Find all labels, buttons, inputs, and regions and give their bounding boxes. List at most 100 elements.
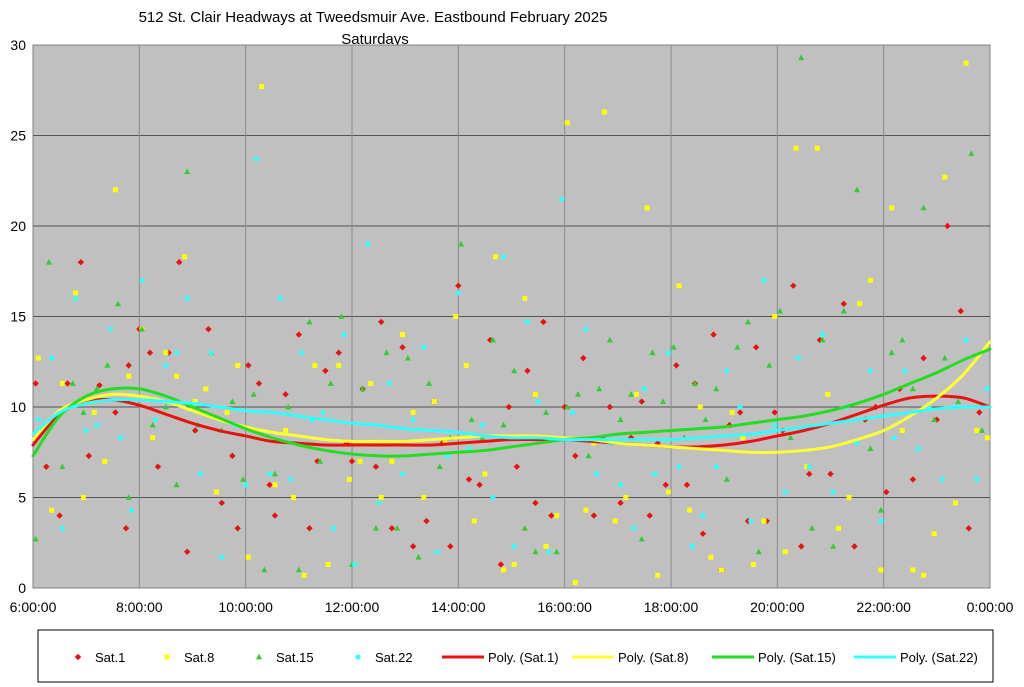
data-point (447, 543, 454, 550)
data-point (583, 326, 589, 332)
data-point (633, 391, 639, 397)
data-point (846, 495, 852, 500)
data-point (404, 354, 411, 361)
data-point (372, 524, 379, 531)
data-point (320, 409, 326, 416)
data-point (700, 513, 706, 519)
data-point (272, 482, 278, 488)
legend-box (37, 629, 994, 683)
data-point (500, 421, 507, 428)
data-point (479, 422, 485, 428)
data-point (325, 561, 331, 567)
data-point (500, 254, 507, 260)
data-point (522, 295, 528, 301)
data-point (713, 464, 719, 470)
data-point (115, 300, 122, 307)
y-tick-label: 15 (10, 309, 26, 325)
data-point (327, 380, 334, 386)
legend-label: Poly. (Sat.22) (900, 650, 978, 665)
data-point (445, 453, 451, 459)
data-point (93, 385, 100, 392)
data-point (112, 409, 119, 416)
data-point (176, 259, 183, 266)
data-point (389, 458, 395, 464)
data-point (559, 196, 565, 202)
data-point (266, 471, 273, 477)
data-point (974, 428, 980, 434)
data-point (32, 535, 39, 542)
data-point (64, 380, 71, 387)
data-point (463, 362, 469, 368)
data-point (921, 572, 927, 578)
data-point (138, 325, 145, 332)
data-point (676, 283, 682, 289)
data-point (365, 241, 371, 247)
data-point (312, 362, 318, 368)
data-point (288, 476, 294, 482)
data-point (596, 385, 603, 392)
data-point (564, 403, 571, 410)
data-point (375, 500, 382, 506)
data-point (399, 344, 406, 351)
data-point (984, 386, 990, 392)
data-point (173, 350, 180, 356)
data-point (729, 409, 735, 415)
data-point (346, 476, 352, 482)
series-sat-15 (32, 54, 986, 573)
data-point (867, 277, 873, 283)
data-point (697, 404, 703, 410)
data-point (112, 187, 118, 193)
data-point (673, 362, 680, 369)
data-point (752, 344, 760, 351)
data-point (676, 464, 682, 470)
data-point (423, 517, 430, 525)
data-point (535, 398, 541, 405)
data-point (184, 295, 190, 301)
legend-label: Sat.8 (184, 650, 214, 665)
data-point (306, 525, 313, 532)
data-point (606, 336, 613, 343)
data-point (585, 452, 592, 459)
data-point (35, 355, 41, 361)
data-point (708, 554, 714, 560)
data-point (776, 307, 783, 314)
data-point (434, 549, 440, 555)
data-point (218, 499, 225, 507)
data-point (386, 380, 392, 387)
data-point (804, 464, 810, 470)
data-point (410, 409, 416, 415)
data-point (546, 549, 552, 555)
data-point (118, 435, 124, 441)
data-point (628, 391, 635, 397)
data-point (724, 368, 730, 374)
data-point (150, 435, 156, 441)
data-point (920, 204, 927, 211)
data-point (295, 331, 303, 338)
data-point (465, 476, 473, 483)
data-point (341, 332, 347, 338)
data-point (665, 489, 671, 495)
data-point (378, 495, 384, 500)
data-point (771, 409, 778, 416)
data-point (687, 507, 693, 513)
data-point (808, 524, 815, 531)
data-point (965, 525, 972, 532)
data-point (104, 362, 111, 368)
data-point (191, 427, 199, 434)
trendline-poly-sat-15 (31, 347, 992, 458)
data-point (806, 464, 812, 470)
data-point (245, 554, 251, 560)
trendline-poly-sat-8 (31, 340, 992, 454)
data-point (426, 380, 433, 386)
data-point (125, 362, 132, 369)
data-point (49, 355, 55, 361)
data-point (787, 434, 794, 441)
data-point (59, 463, 66, 470)
legend-item: Poly. (Sat.22) (854, 650, 978, 665)
data-point (963, 337, 969, 343)
trendlines (31, 340, 992, 458)
data-point (583, 507, 589, 513)
data-point (920, 354, 927, 362)
data-point (271, 470, 278, 477)
legend-item: Poly. (Sat.8) (572, 650, 689, 665)
